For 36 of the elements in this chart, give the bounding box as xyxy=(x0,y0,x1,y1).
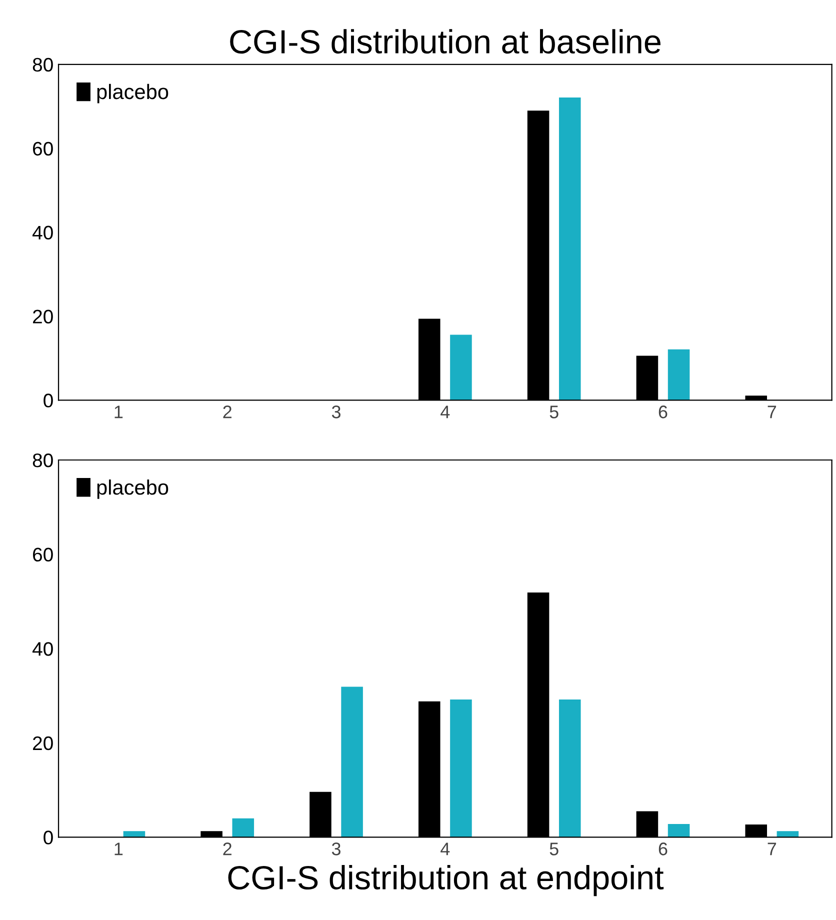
y-tick-label: 40 xyxy=(32,642,53,656)
x-tick-label: 4 xyxy=(440,406,450,418)
text: CGI-S distribution at endpoint xyxy=(228,865,664,896)
bar xyxy=(341,686,363,838)
x-tick-label: 1 xyxy=(114,406,123,418)
x-tick-label: 5 xyxy=(550,406,558,418)
bar xyxy=(450,700,472,838)
bar xyxy=(558,700,581,838)
y-tick-label: 80 xyxy=(32,58,53,72)
y-tick-label: 40 xyxy=(32,226,53,240)
x-tick-label: 3 xyxy=(332,842,340,856)
x-tick-label: 7 xyxy=(768,842,776,856)
bar xyxy=(558,98,581,400)
x-tick-label: 2 xyxy=(223,842,232,856)
y-tick-label: 80 xyxy=(32,453,53,468)
y-tick-label: 0 xyxy=(44,830,53,844)
x-tick-label: 1 xyxy=(114,842,123,856)
x-tick-label: 7 xyxy=(768,406,776,418)
y-tick-label: 0 xyxy=(44,394,53,408)
bar xyxy=(668,349,690,400)
bar xyxy=(450,334,472,400)
chart-title: CGI-S distribution at baseline xyxy=(230,29,660,54)
legend-label: placebo xyxy=(97,84,168,104)
y-tick-label: 20 xyxy=(33,736,53,750)
x-tick-label: 5 xyxy=(550,842,558,856)
x-tick-label: 6 xyxy=(658,406,668,418)
x-tick-label: 6 xyxy=(658,842,668,856)
y-tick-label: 60 xyxy=(33,142,53,156)
bar xyxy=(668,824,690,838)
bar xyxy=(232,818,254,838)
y-tick-label: 20 xyxy=(33,310,53,324)
x-tick-label: 4 xyxy=(440,842,450,856)
x-tick-label: 2 xyxy=(223,406,232,418)
x-tick-label: 3 xyxy=(332,406,340,418)
y-tick-label: 60 xyxy=(33,548,53,562)
legend-label: placebo xyxy=(97,479,168,499)
